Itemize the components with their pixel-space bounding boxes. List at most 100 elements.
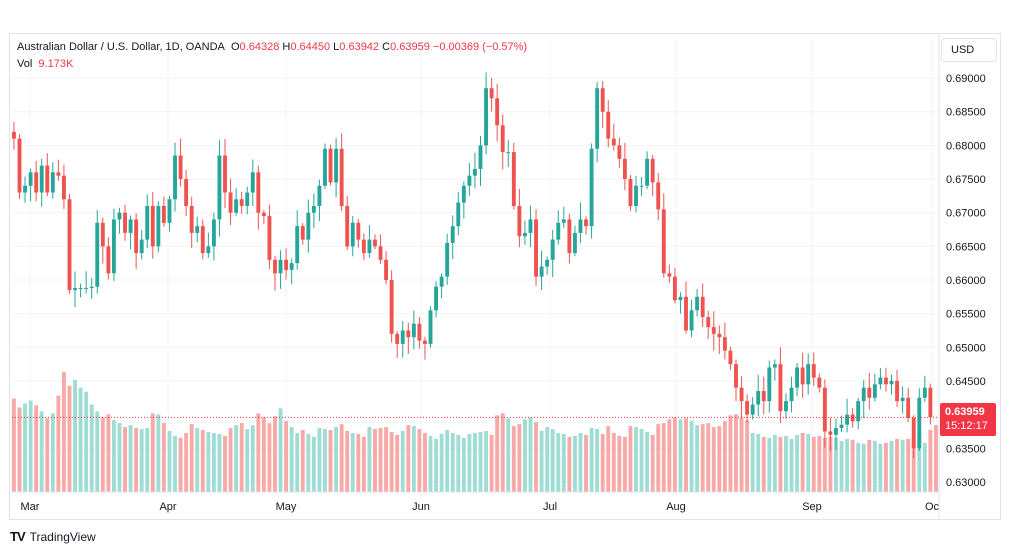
legend-low-label: L xyxy=(333,41,340,53)
volume-bar xyxy=(195,428,200,492)
tradingview-logo[interactable]: TV TradingView xyxy=(10,529,96,544)
volume-bar xyxy=(767,437,772,492)
volume-bars xyxy=(12,372,938,492)
candle-body xyxy=(684,296,688,331)
candle-body xyxy=(89,286,94,289)
candle-body xyxy=(861,387,866,402)
candle-body xyxy=(561,219,566,223)
candle-body xyxy=(278,259,283,274)
volume-bar xyxy=(911,436,916,492)
candle-body xyxy=(706,317,711,328)
volume-bar xyxy=(12,398,16,492)
legend-high-value: 0.64450 xyxy=(290,41,331,53)
candle-body xyxy=(617,145,622,159)
volume-bar xyxy=(795,434,800,492)
candle-body xyxy=(572,232,577,254)
volume-bar xyxy=(656,424,661,492)
volume-bar xyxy=(739,417,744,492)
volume-bar xyxy=(95,411,100,492)
volume-bar xyxy=(100,417,105,492)
candle-body xyxy=(828,431,833,435)
candle-body xyxy=(123,212,127,233)
volume-bar xyxy=(545,427,550,492)
candle-body xyxy=(373,239,377,247)
candle-body xyxy=(389,280,394,334)
volume-bar xyxy=(167,431,172,492)
candle-body xyxy=(734,364,738,388)
volume-bar xyxy=(645,432,650,492)
volume-bar xyxy=(484,431,488,492)
volume-bar xyxy=(417,429,422,492)
candle-body xyxy=(839,424,844,429)
volume-bar xyxy=(817,435,822,492)
volume-bar xyxy=(922,442,927,492)
candle-body xyxy=(195,226,200,233)
candle-body xyxy=(106,246,111,274)
candle-body xyxy=(178,155,183,180)
legend-symbol: Australian Dollar / U.S. Dollar, 1D, OAN… xyxy=(17,41,225,53)
volume-bar xyxy=(173,435,177,492)
candle-body xyxy=(223,155,227,193)
legend-ohlc: Australian Dollar / U.S. Dollar, 1D, OAN… xyxy=(17,41,527,53)
y-tick-label: 0.68000 xyxy=(946,140,986,152)
y-tick-label: 0.66500 xyxy=(946,241,986,253)
volume-bar xyxy=(639,429,644,492)
candle-body xyxy=(500,125,505,153)
volume-bar xyxy=(67,385,72,492)
volume-bar xyxy=(928,430,933,492)
candle-body xyxy=(817,377,822,388)
volume-bar xyxy=(695,425,700,492)
volume-bar xyxy=(711,427,716,492)
volume-bar xyxy=(700,424,705,492)
volume-bar xyxy=(178,437,183,492)
volume-bar xyxy=(189,424,194,492)
candle-body xyxy=(184,179,189,206)
volume-bar xyxy=(895,438,900,492)
candle-body xyxy=(128,219,133,233)
candle-body xyxy=(645,158,650,186)
volume-bar xyxy=(217,433,222,492)
candle-body xyxy=(667,273,672,277)
candle-body xyxy=(206,246,211,254)
candle-body xyxy=(628,179,633,206)
candle-body xyxy=(717,333,722,338)
x-tick-label: Apr xyxy=(159,501,176,513)
candle-body xyxy=(600,88,605,112)
candle-body xyxy=(23,185,27,193)
candle-body xyxy=(411,323,416,338)
volume-bar xyxy=(511,426,516,492)
volume-bar xyxy=(234,425,239,492)
candle-body xyxy=(728,350,733,365)
volume-bar xyxy=(350,432,355,492)
volume-bar xyxy=(428,435,433,492)
candle-body xyxy=(928,387,933,418)
candle-body xyxy=(339,148,344,206)
volume-bar xyxy=(73,379,77,492)
volume-bar xyxy=(600,433,605,492)
volume-bar xyxy=(239,423,244,492)
legend-vol-value: 9.173K xyxy=(38,58,74,70)
volume-bar xyxy=(517,424,522,492)
volume-bar xyxy=(34,405,39,492)
candle-body xyxy=(439,276,444,287)
volume-bar xyxy=(411,426,416,492)
candle-body xyxy=(350,222,355,247)
candle-body xyxy=(139,239,144,254)
volume-bar xyxy=(256,413,261,492)
candle-body xyxy=(700,296,705,318)
candle-body xyxy=(678,296,683,301)
volume-bar xyxy=(273,416,277,492)
candle-body xyxy=(245,192,250,206)
volume-bar xyxy=(850,439,855,492)
y-tick-label: 0.67000 xyxy=(946,208,986,220)
candle-body xyxy=(378,246,383,260)
currency-button[interactable]: USD xyxy=(941,38,997,62)
candle-body xyxy=(384,259,389,280)
candle-body xyxy=(267,216,272,260)
volume-bar xyxy=(461,437,466,492)
candle-body xyxy=(456,202,461,227)
volume-bar xyxy=(45,418,50,492)
volume-bar xyxy=(200,430,205,492)
volume-bar xyxy=(400,431,405,492)
